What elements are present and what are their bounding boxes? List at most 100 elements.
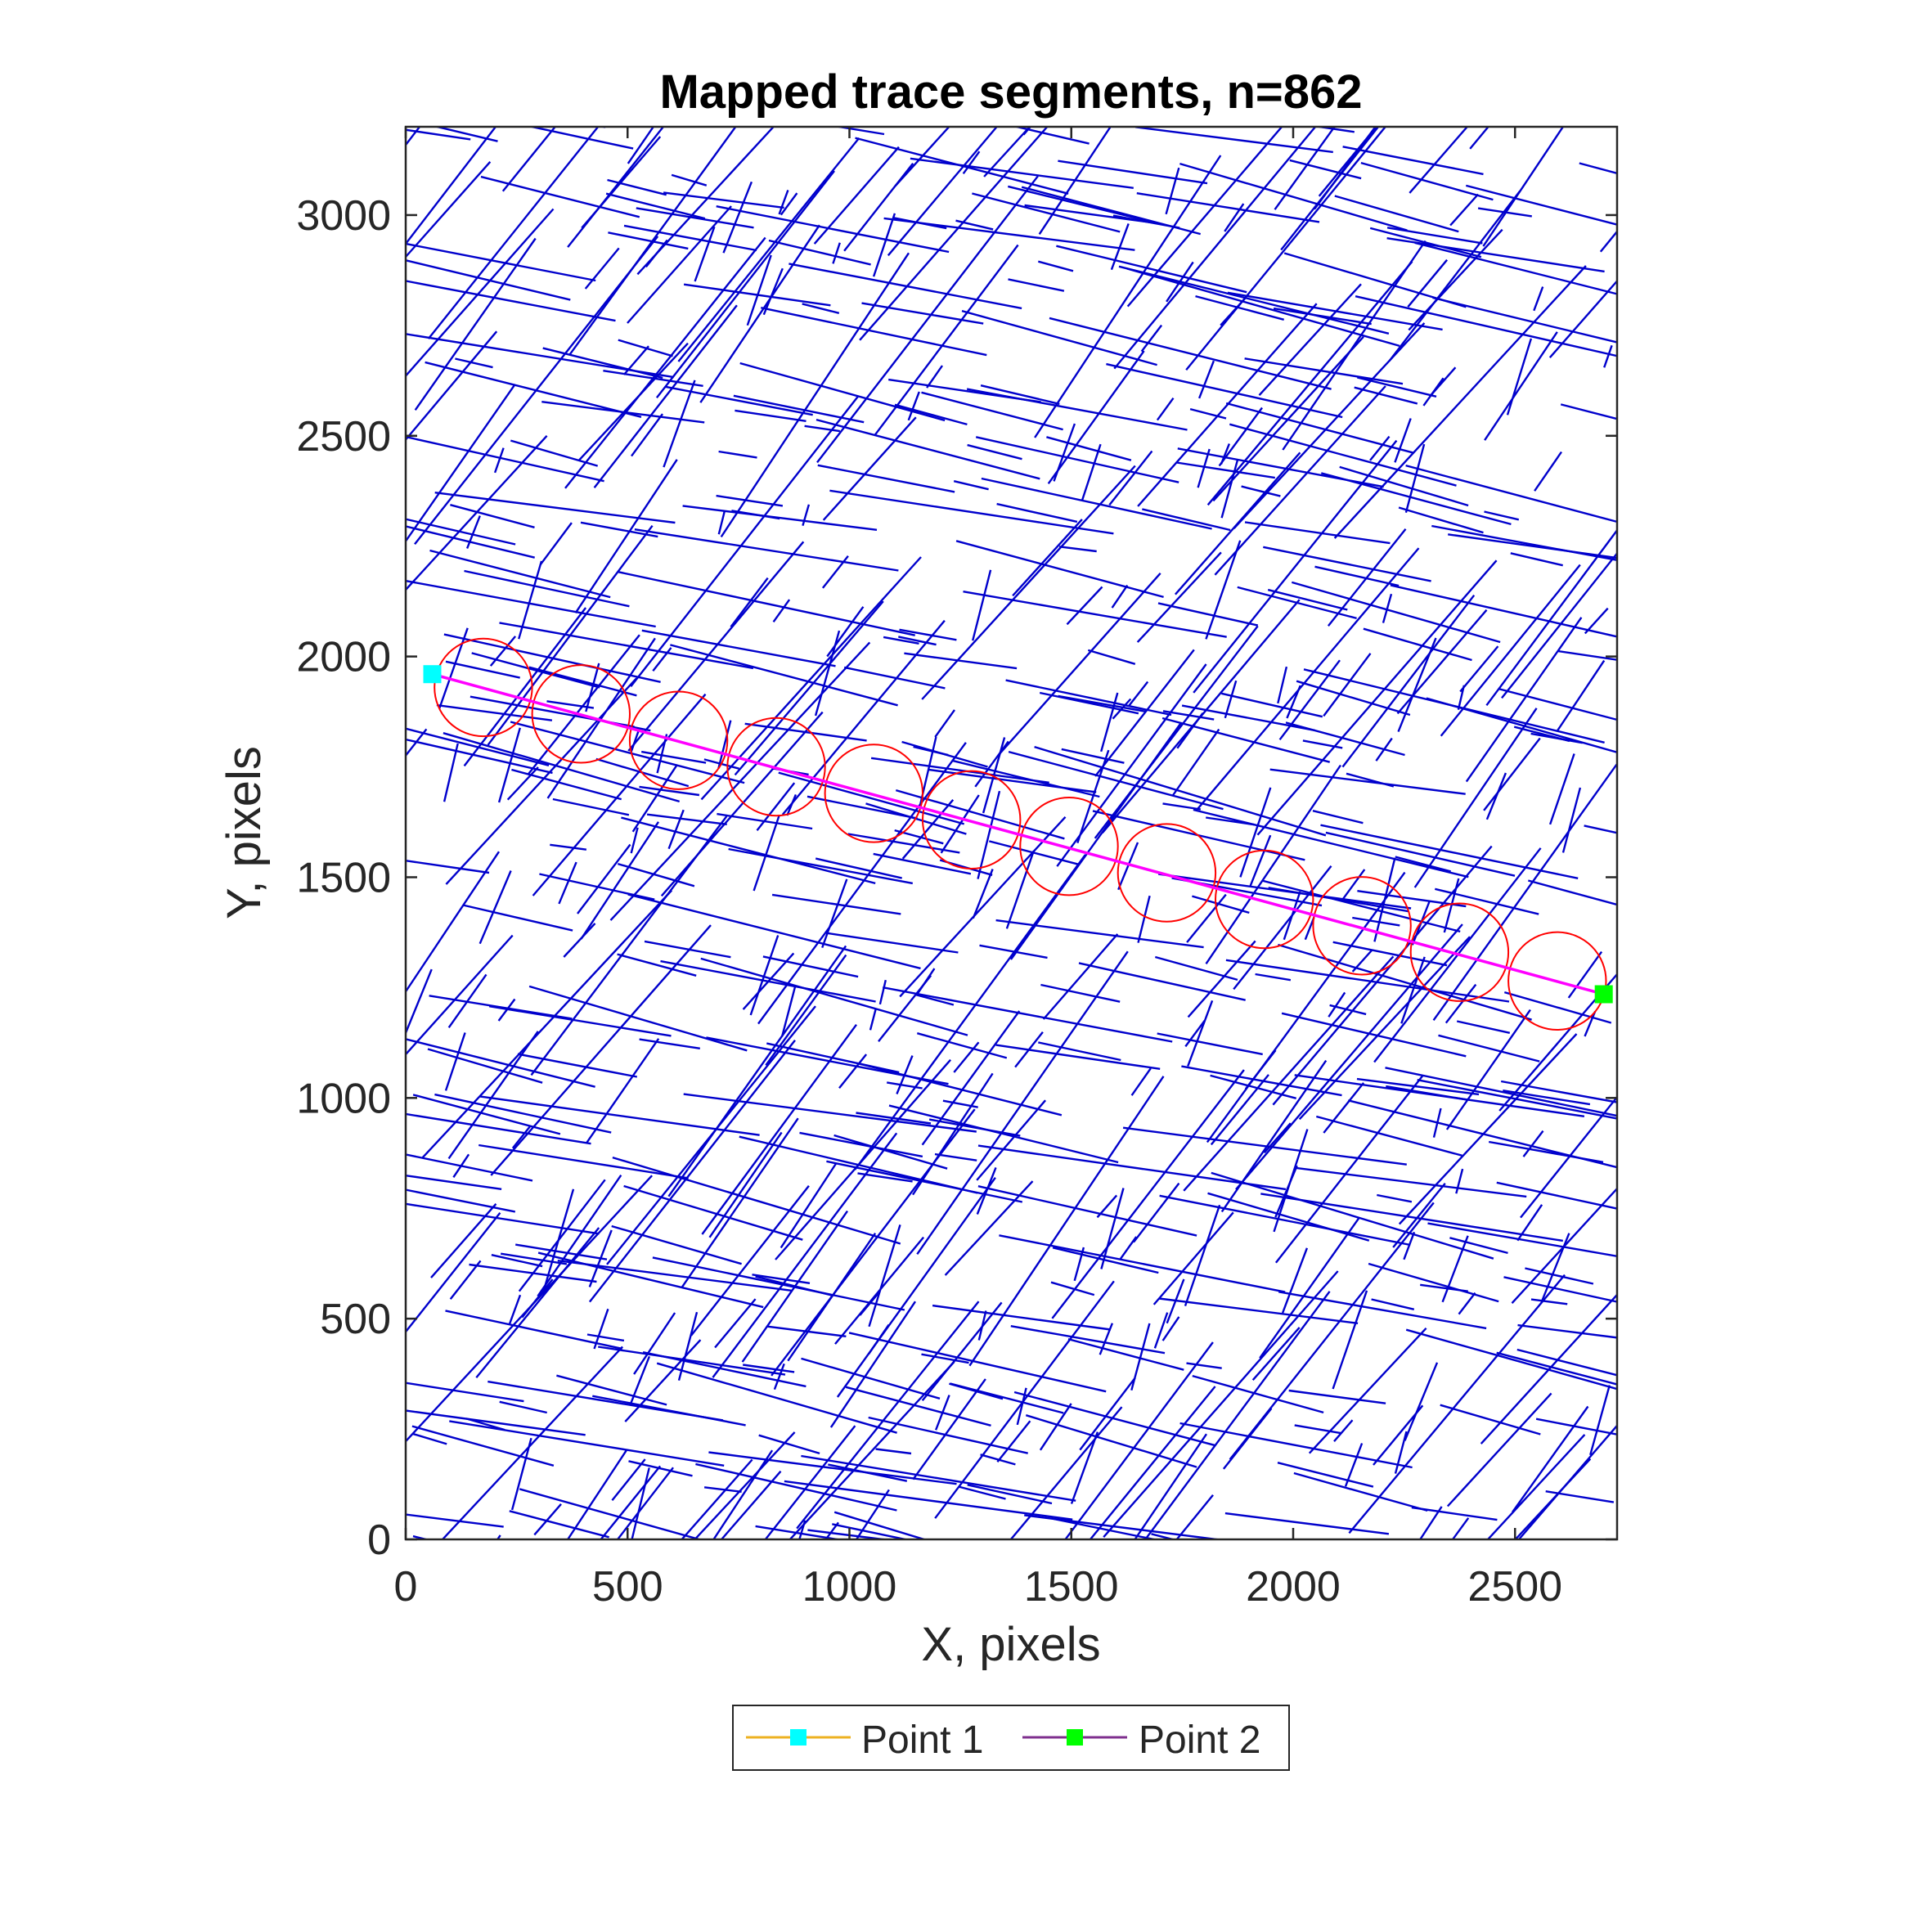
trace-segment (934, 1395, 950, 1431)
trace-segment (1511, 1187, 1617, 1305)
trace-segment (1156, 397, 1175, 421)
trace-segment (557, 1260, 793, 1292)
trace-segment (1039, 1403, 1072, 1451)
trace-segment (976, 1099, 1047, 1181)
trace-segment (796, 1301, 980, 1530)
trace-segment (815, 418, 1040, 480)
y-tick-label: 2500 (296, 413, 391, 461)
trace-segment (911, 1072, 994, 1196)
trace-segment (1051, 1069, 1245, 1319)
scan-circle (1019, 796, 1119, 896)
trace-segment (427, 1048, 543, 1084)
scan-circle (922, 770, 1022, 869)
trace-segment (623, 224, 757, 252)
trace-segment (1517, 1323, 1617, 1339)
trace-segment (1187, 1000, 1214, 1067)
trace-segment (677, 137, 860, 362)
trace-segment (1183, 955, 1395, 1192)
trace-segment (406, 161, 492, 258)
scan-circle (726, 717, 826, 817)
trace-segment (487, 524, 654, 746)
trace-segment (1193, 439, 1398, 694)
trace-segment (1259, 1217, 1360, 1359)
trace-segment (1010, 1325, 1166, 1355)
trace-segment (1282, 240, 1427, 451)
trace-segment (1323, 653, 1372, 717)
trace-segment (1034, 155, 1222, 438)
trace-segment (1211, 1171, 1494, 1260)
trace-segment (447, 973, 487, 1028)
trace-segment (1341, 869, 1366, 901)
trace-segment (1557, 649, 1617, 661)
trace-segment (617, 862, 695, 887)
trace-segment (438, 627, 469, 709)
trace-segment (1186, 1362, 1222, 1369)
trace-segment (1498, 973, 1617, 1112)
trace-segment (1205, 764, 1341, 964)
trace-segment (976, 1166, 997, 1215)
trace-segment (499, 1400, 547, 1414)
trace-segment (1220, 296, 1247, 326)
trace-segment (833, 127, 885, 136)
scan-circle (1507, 931, 1607, 1031)
trace-segment (787, 1233, 877, 1362)
trace-segment (977, 1310, 987, 1341)
trace-segment (447, 1031, 539, 1160)
trace-segment (780, 192, 798, 216)
trace-segment (743, 1364, 795, 1373)
trace-segment (1318, 127, 1378, 197)
trace-segment (1049, 317, 1332, 390)
trace-segment (1455, 1168, 1464, 1194)
trace-segment (488, 1005, 672, 1037)
trace-segment (452, 1153, 470, 1178)
trace-segment (1395, 856, 1452, 873)
trace-segment (445, 1310, 622, 1350)
y-tick-label: 3000 (296, 192, 391, 240)
trace-segment (771, 893, 901, 915)
trace-segment (1496, 1351, 1617, 1386)
trace-segment (1403, 1231, 1416, 1260)
trace-segment (1012, 519, 1083, 597)
trace-segment (1485, 528, 1617, 707)
trace-segment (872, 213, 896, 277)
trace-segment (766, 1325, 847, 1337)
trace-segment (706, 1036, 949, 1085)
trace-segment (1152, 1211, 1234, 1305)
trace-segment (1517, 1424, 1617, 1539)
trace-segment (968, 1076, 1165, 1367)
trace-segment (663, 380, 696, 468)
trace-segment (717, 720, 732, 769)
trace-segment (546, 700, 595, 709)
trace-segment (506, 766, 539, 801)
trace-segment (1409, 127, 1469, 194)
trace-segment (667, 945, 847, 1197)
trace-segment (1274, 1074, 1424, 1264)
trace-segment (497, 727, 521, 803)
trace-segment (1289, 159, 1362, 180)
scan-circle (1409, 902, 1510, 1002)
trace-segment (1185, 127, 1387, 371)
trace-segment (1179, 1422, 1413, 1469)
trace-segment (1533, 286, 1544, 312)
trace-segment (752, 1274, 811, 1284)
trace-segment (829, 489, 1114, 535)
trace-segment (1161, 1316, 1180, 1341)
scan-circles (434, 637, 1607, 1031)
trace-segment (869, 1008, 877, 1031)
trace-segment (1392, 1183, 1446, 1248)
trace-segment (847, 833, 960, 854)
trace-segment (1382, 593, 1393, 623)
trace-segment (1348, 1274, 1566, 1534)
trace-segment (1274, 1165, 1298, 1218)
trace-segment (1445, 1009, 1531, 1130)
trace-segment (1448, 533, 1617, 559)
trace-segment (735, 409, 806, 422)
legend-marker-point1 (790, 1729, 806, 1746)
trace-segment (825, 932, 959, 954)
trace-segment (1283, 891, 1301, 941)
trace-segment (1205, 540, 1242, 640)
trace-segment (406, 384, 516, 543)
trace-segment (1394, 418, 1412, 463)
trace-segment (694, 226, 716, 282)
trace-segment (1503, 1090, 1591, 1106)
